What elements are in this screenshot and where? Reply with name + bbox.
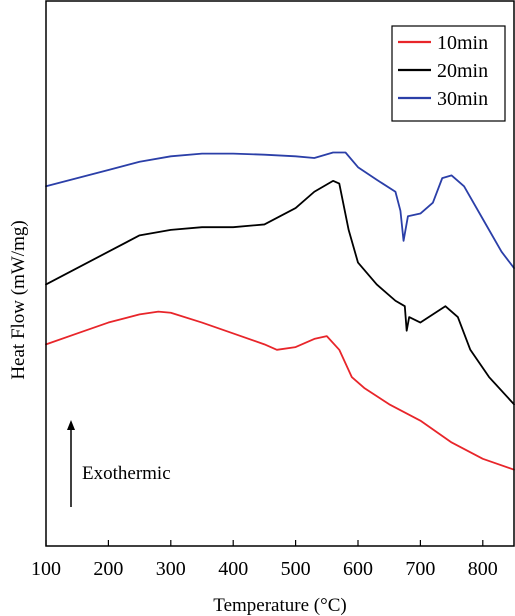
legend-box: 10min 20min 30min [391,25,506,122]
legend-label-30min: 30min [437,88,488,110]
series-line-30min [45,151,515,269]
x-tick-label-600: 600 [343,558,373,580]
axes: 100 200 300 400 500 600 700 800 [31,0,515,580]
x-axis-title: Temperature (°C) [213,595,346,616]
exothermic-annotation [67,420,75,507]
y-axis-title: Heat Flow (mW/mg) [8,220,29,379]
up-arrow-icon [67,420,75,430]
series-line-20min [45,179,515,406]
x-tick-label-300: 300 [156,558,186,580]
x-tick-label-400: 400 [218,558,248,580]
x-tick-label-200: 200 [93,558,123,580]
legend: 10min 20min 30min [391,25,506,122]
plot-frame [45,0,515,547]
plot-area [45,151,515,471]
legend-label-10min: 10min [437,32,488,54]
x-tick-label-100: 100 [31,558,61,580]
series-line-10min [45,310,515,471]
x-tick-label-700: 700 [405,558,435,580]
x-tick-label-800: 800 [468,558,498,580]
legend-label-20min: 20min [437,60,488,82]
x-tick-label-500: 500 [281,558,311,580]
exothermic-label: Exothermic [82,463,171,484]
